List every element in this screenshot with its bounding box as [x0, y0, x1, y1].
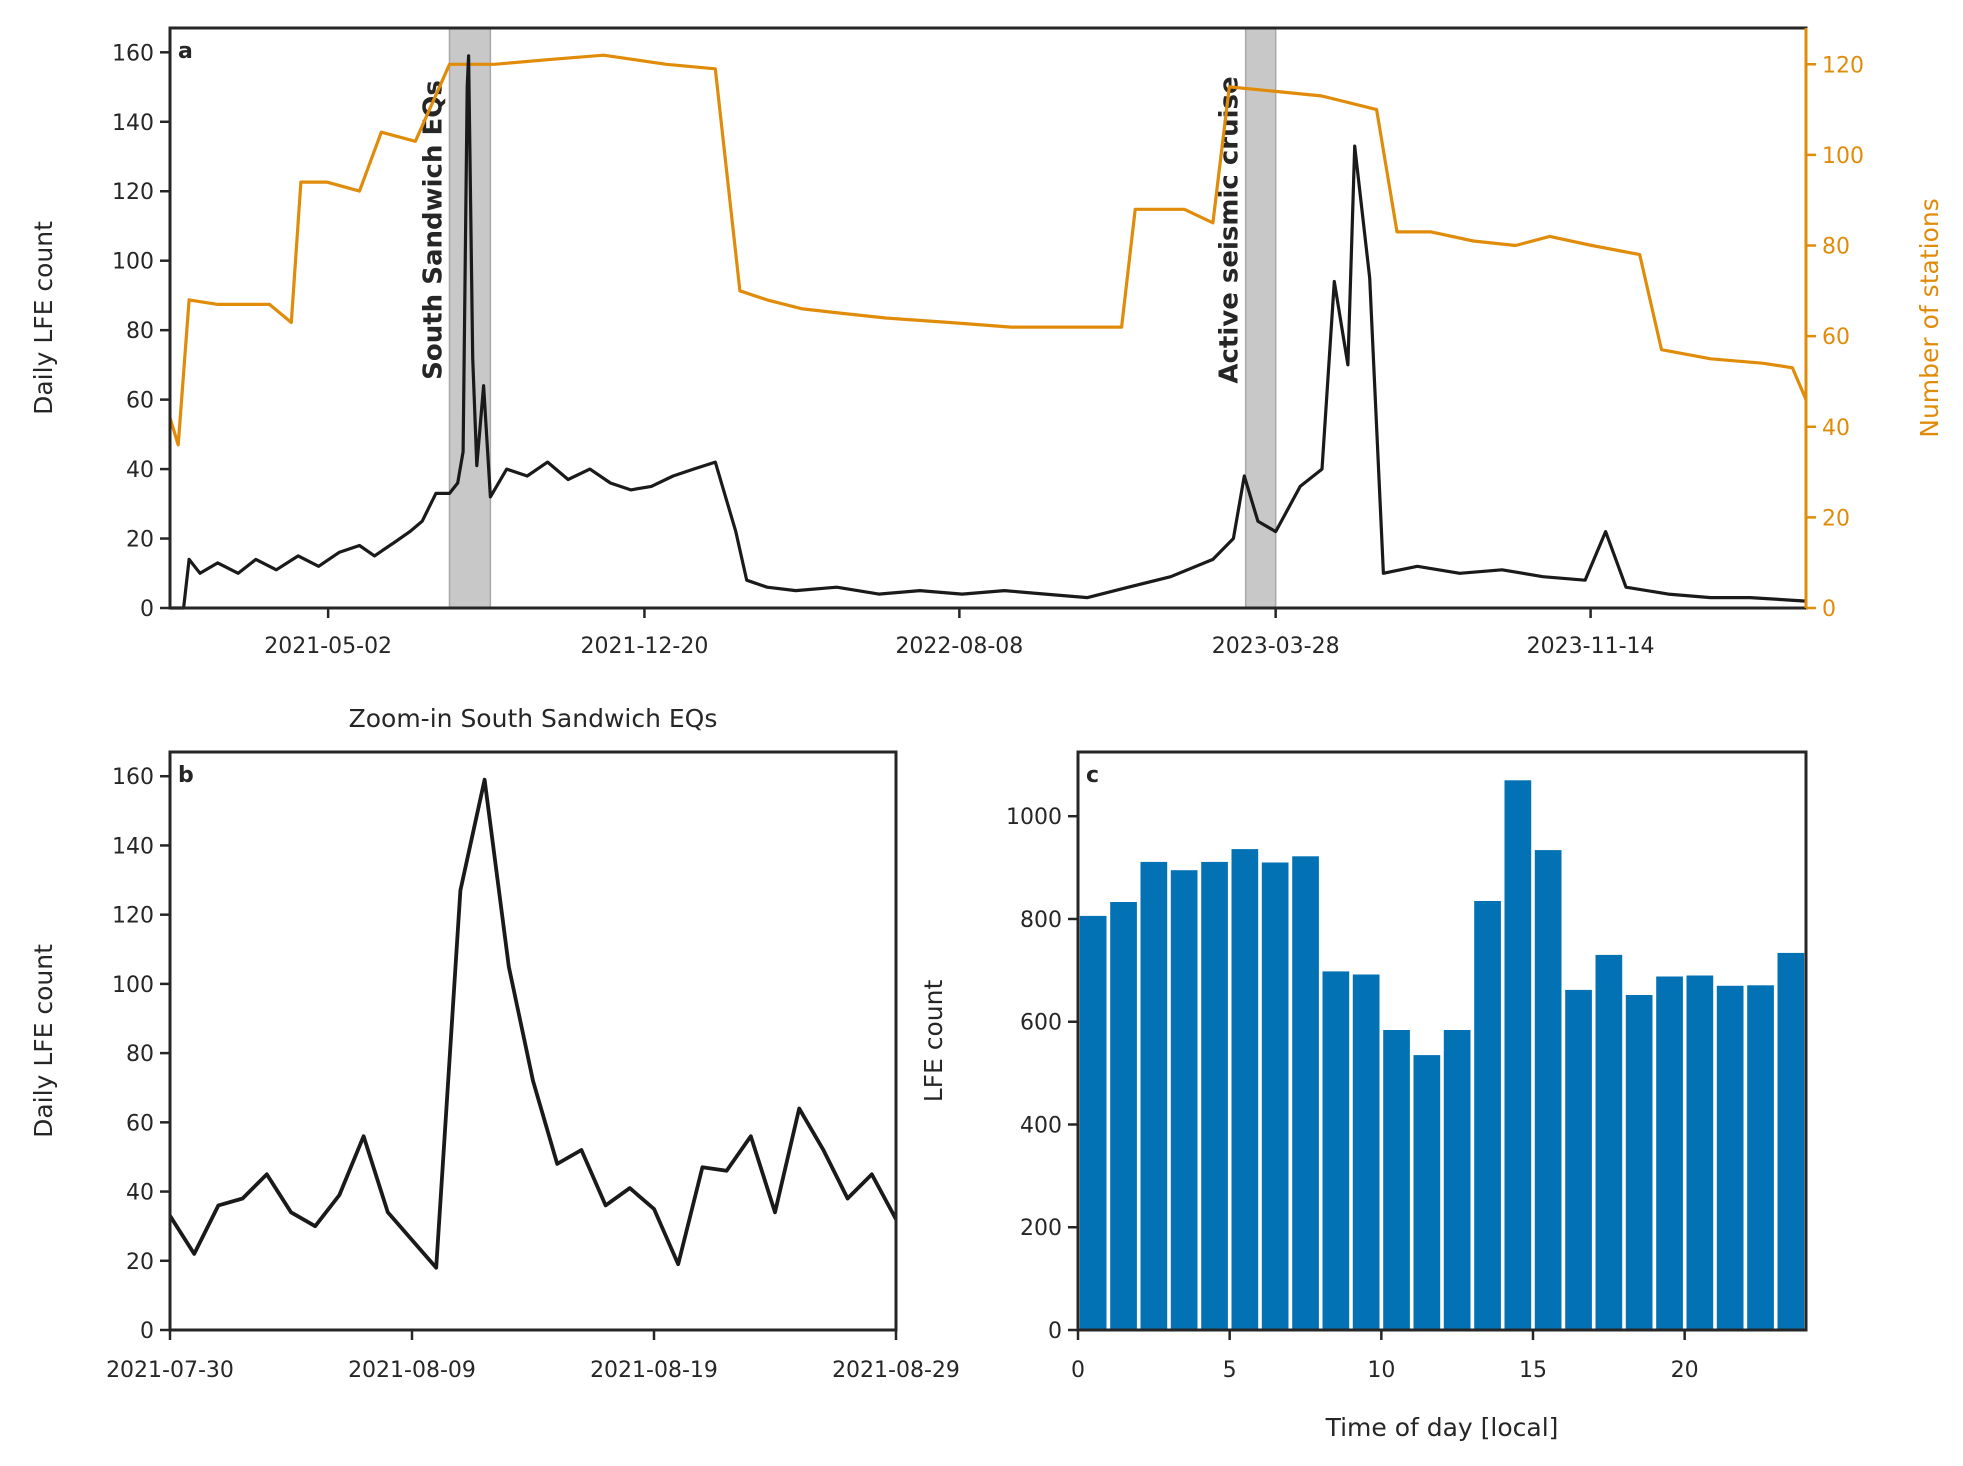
x-tick-label: 2022-08-08 [895, 634, 1023, 659]
panel-c-y-axis-label: LFE count [919, 980, 948, 1103]
station-count-line [168, 53, 1808, 447]
panel-c-hourly-histogram: 0 200 400 600 800 1000 0 5 10 15 20 c LFE count T… [919, 750, 1808, 1442]
zoom-daily-lfe-line [168, 777, 898, 1270]
y-tick-label: 200 [1020, 1216, 1062, 1241]
panel-b-zoom: Zoom-in South Sandwich EQs 0 20 40 60 80 100 1… [29, 704, 960, 1383]
panel-c-label: c [1086, 763, 1099, 788]
hour-bar [1474, 901, 1501, 1330]
y-tick-label: 80 [126, 319, 154, 344]
x-tick-label: 2021-08-09 [348, 1358, 476, 1383]
x-tick-label: 10 [1367, 1358, 1395, 1383]
hour-bar [1565, 989, 1592, 1330]
y-tick-label: 1000 [1006, 805, 1062, 830]
y-tick-label: 160 [112, 41, 154, 66]
hour-bar [1292, 856, 1319, 1330]
y-tick-label: 120 [112, 904, 154, 929]
panel-b-title: Zoom-in South Sandwich EQs [349, 704, 718, 733]
y-tick-label: 60 [126, 1111, 154, 1136]
y-tick-label: 0 [140, 597, 154, 622]
x-tick-label: 2023-11-14 [1527, 634, 1655, 659]
shaded-period-label: South Sandwich EQs [418, 80, 448, 380]
daily-lfe-line [170, 54, 1807, 610]
hour-bar [1716, 985, 1744, 1330]
y-tick-label: 20 [126, 528, 154, 553]
x-tick-label: 2021-07-30 [106, 1358, 234, 1383]
hour-bar [1443, 1030, 1471, 1330]
hour-bar [1231, 849, 1259, 1330]
y-tick-label: 100 [112, 250, 154, 275]
hour-bar [1140, 861, 1168, 1330]
y-tick-label: 80 [126, 1042, 154, 1067]
hour-bar [1322, 971, 1350, 1330]
panel-a-right-y-axis-label: Number of stations [1915, 198, 1944, 437]
panel-c-x-axis-label: Time of day [local] [1325, 1413, 1559, 1442]
hour-bar [1383, 1030, 1410, 1330]
hour-bar [1534, 850, 1562, 1330]
panel-a-label: a [178, 39, 193, 64]
y-tick-label: 100 [112, 973, 154, 998]
right-y-tick-label: 20 [1822, 506, 1850, 531]
x-tick-label: 2021-08-19 [590, 1358, 718, 1383]
y-tick-label: 20 [126, 1250, 154, 1275]
hour-bar [1686, 975, 1714, 1330]
x-tick-label: 2023-03-28 [1212, 634, 1340, 659]
y-tick-label: 400 [1020, 1113, 1062, 1138]
panel-a-y-axis-label: Daily LFE count [29, 221, 58, 415]
y-tick-label: 140 [112, 834, 154, 859]
panel-b-label: b [178, 763, 194, 788]
right-y-tick-label: 120 [1822, 53, 1864, 78]
hour-bar [1110, 902, 1137, 1330]
panel-a-timeseries: South Sandwich EQs Active seismic cruise … [29, 26, 1944, 659]
y-tick-label: 160 [112, 765, 154, 790]
hour-bar [1504, 780, 1532, 1330]
x-tick-label: 15 [1519, 1358, 1547, 1383]
hour-bar [1656, 976, 1683, 1330]
panel-b-frame [168, 750, 898, 1332]
right-y-tick-label: 40 [1822, 416, 1850, 441]
right-y-tick-label: 80 [1822, 235, 1850, 260]
x-tick-label: 2021-08-29 [832, 1358, 960, 1383]
y-tick-label: 40 [126, 458, 154, 483]
panel-b-y-axis-label: Daily LFE count [29, 944, 58, 1138]
hour-bar [1777, 952, 1805, 1330]
hour-bar [1079, 915, 1107, 1330]
x-tick-label: 2021-05-02 [264, 634, 392, 659]
shaded-period-label: Active seismic cruise [1215, 76, 1245, 383]
x-tick-label: 0 [1071, 1358, 1085, 1383]
hour-bar [1595, 954, 1623, 1330]
hour-bar [1261, 862, 1289, 1330]
hour-bar [1170, 870, 1198, 1330]
hour-bar [1352, 974, 1380, 1330]
right-y-tick-label: 60 [1822, 325, 1850, 350]
y-tick-label: 0 [140, 1319, 154, 1344]
hour-bar [1201, 861, 1228, 1330]
x-tick-label: 5 [1223, 1358, 1237, 1383]
y-tick-label: 800 [1020, 908, 1062, 933]
y-tick-label: 600 [1020, 1011, 1062, 1036]
hour-bar [1747, 985, 1774, 1330]
x-tick-label: 20 [1671, 1358, 1699, 1383]
right-y-tick-label: 100 [1822, 144, 1864, 169]
y-tick-label: 40 [126, 1181, 154, 1206]
hour-bar [1625, 995, 1653, 1330]
y-tick-label: 120 [112, 180, 154, 205]
y-tick-label: 140 [112, 111, 154, 136]
y-tick-label: 60 [126, 389, 154, 414]
right-y-tick-label: 0 [1822, 597, 1836, 622]
panel-c-frame [1076, 750, 1808, 1332]
y-tick-label: 0 [1048, 1319, 1062, 1344]
hour-bar [1413, 1055, 1441, 1330]
x-tick-label: 2021-12-20 [581, 634, 709, 659]
